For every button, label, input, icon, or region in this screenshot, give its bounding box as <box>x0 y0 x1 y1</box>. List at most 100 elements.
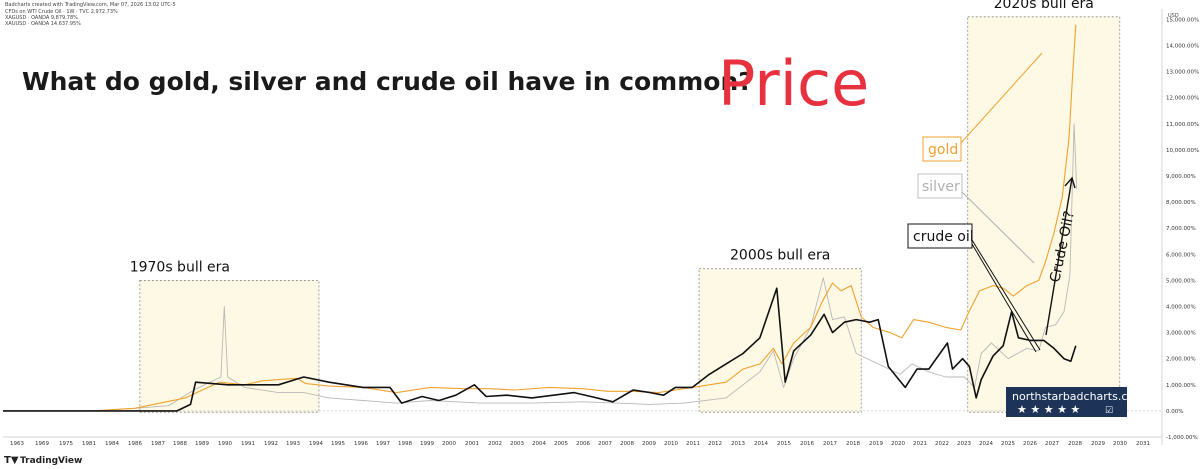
y-tick-label: 13,000.00% <box>1166 70 1199 76</box>
crude-annotation: crude oil <box>907 223 1041 353</box>
x-tick-label: 2008 <box>620 441 634 447</box>
x-tick-label: 2023 <box>957 441 971 447</box>
era-box <box>139 280 320 413</box>
x-tick-label: 2022 <box>935 441 949 447</box>
x-tick-label: 2007 <box>598 441 612 447</box>
y-tick-label: 5,000.00% <box>1166 278 1196 284</box>
x-tick-label: 1981 <box>82 441 96 447</box>
y-tick-label: 9,000.00% <box>1166 174 1196 180</box>
x-tick-label: 2010 <box>664 441 678 447</box>
x-tick-label: 1986 <box>128 441 142 447</box>
x-tick-label: 2002 <box>488 441 502 447</box>
x-tick-label: 2024 <box>979 441 993 447</box>
x-tick-label: 2014 <box>754 441 768 447</box>
tv-mark-icon: T▼ <box>4 455 19 466</box>
gold-label-box <box>922 136 962 162</box>
y-tick-label: 12,000.00% <box>1166 96 1199 102</box>
headline: What do gold, silver and crude oil have … <box>22 67 753 96</box>
tv-logo-text: TradingView <box>20 456 82 466</box>
y-tick-label: 7,000.00% <box>1166 226 1196 232</box>
x-tick-label: 1969 <box>35 441 49 447</box>
y-tick-label: -1,000.00% <box>1166 435 1198 441</box>
check-icon: ☑ <box>1105 406 1113 416</box>
x-tick-label: 2017 <box>823 441 837 447</box>
x-tick-label: 1993 <box>286 441 300 447</box>
brand-site: northstarbadcharts.com <box>1012 390 1145 403</box>
series-group <box>3 24 1078 412</box>
series-line <box>3 24 1077 412</box>
x-tick-label: 2009 <box>642 441 656 447</box>
silver-label: silver <box>922 179 960 195</box>
series-line <box>3 123 1078 412</box>
x-tick-label: 2015 <box>777 441 791 447</box>
x-tick-label: 2011 <box>686 441 700 447</box>
era-label: 2000s bull era <box>730 248 830 264</box>
gold-pointer <box>960 52 1043 144</box>
x-tick-label: 2012 <box>708 441 722 447</box>
legend-line: XAGUSD · OANDA 9,879.78% <box>5 15 78 21</box>
y-axis-ticks: 15,000.00% 14,000.00% 13,000.00% 12,000.00%… <box>1166 17 1199 441</box>
x-tick-label: 2000 <box>442 441 456 447</box>
x-tick-label: 2026 <box>1023 441 1037 447</box>
era-box <box>698 268 862 413</box>
x-tick-label: 1996 <box>354 441 368 447</box>
silver-label-box <box>917 173 963 199</box>
series-line <box>3 287 1077 412</box>
era-label: 1970s bull era <box>130 259 230 275</box>
era-box <box>967 16 1121 413</box>
crude-label-box <box>907 223 973 249</box>
x-tick-label: 1997 <box>376 441 390 447</box>
x-tick-label: 2030 <box>1113 441 1127 447</box>
silver-annotation: silver <box>917 173 1035 264</box>
x-tick-label: 1990 <box>218 441 232 447</box>
x-tick-label: 1995 <box>331 441 345 447</box>
x-tick-label: 1991 <box>241 441 255 447</box>
brand-badge: northstarbadcharts.com ★ ★ ★ ★ ★ ☑ <box>1006 387 1145 417</box>
x-tick-label: 1992 <box>264 441 278 447</box>
y-tick-label: 15,000.00% <box>1166 17 1199 23</box>
y-tick-label: 8,000.00% <box>1166 200 1196 206</box>
y-tick-label: 11,000.00% <box>1166 122 1199 128</box>
x-tick-label: 2028 <box>1068 441 1082 447</box>
y-tick-label: 4,000.00% <box>1166 305 1196 311</box>
x-tick-label: 2021 <box>913 441 927 447</box>
x-axis-ticks: 1963 1969 1975 1981 1984 1986 1987 1988 1989 1990… <box>10 441 1150 447</box>
legend-line: CFDs on WTI Crude Oil · 1W · TVC 2,972.7… <box>5 9 118 15</box>
y-tick-label: 3,000.00% <box>1166 331 1196 337</box>
x-tick-label: 2016 <box>800 441 814 447</box>
x-tick-label: 2020 <box>891 441 905 447</box>
header-legend: CFDs on WTI Crude Oil · 1W · TVC 2,972.7… <box>5 9 118 27</box>
gold-label: gold <box>928 142 958 158</box>
forecast-arrow-head <box>1064 176 1076 189</box>
x-tick-label: 1989 <box>195 441 209 447</box>
x-tick-label: 1998 <box>398 441 412 447</box>
x-tick-label: 2029 <box>1091 441 1105 447</box>
x-tick-label: 1975 <box>59 441 73 447</box>
x-tick-label: 2019 <box>869 441 883 447</box>
brand-badge-bg <box>1006 387 1127 417</box>
price-word: Price <box>718 47 869 120</box>
x-tick-label: 2027 <box>1045 441 1059 447</box>
x-tick-label: 2018 <box>846 441 860 447</box>
x-tick-label: 2001 <box>465 441 479 447</box>
created-by-text: Badcharts created with TradingView.com, … <box>5 2 176 8</box>
y-tick-label: 10,000.00% <box>1166 148 1199 154</box>
era-boxes <box>139 16 1121 413</box>
x-tick-label: 2005 <box>554 441 568 447</box>
x-tick-label: 2003 <box>510 441 524 447</box>
tradingview-logo: T▼ TradingView <box>4 455 82 466</box>
y-axis-unit: USD <box>1168 13 1179 19</box>
x-tick-label: 1999 <box>420 441 434 447</box>
crude-pointer-2 <box>971 243 1037 353</box>
y-tick-label: 6,000.00% <box>1166 252 1196 258</box>
legend-line: XAUUSD · OANDA 14,637.95% <box>5 21 81 27</box>
gold-annotation: gold <box>922 52 1043 162</box>
x-tick-label: 1963 <box>10 441 24 447</box>
x-tick-label: 2013 <box>731 441 745 447</box>
forecast-arrow <box>1045 177 1073 336</box>
x-tick-label: 2006 <box>576 441 590 447</box>
x-tick-label: 2031 <box>1136 441 1150 447</box>
y-tick-label: 2,000.00% <box>1166 357 1196 363</box>
x-tick-label: 2004 <box>532 441 546 447</box>
